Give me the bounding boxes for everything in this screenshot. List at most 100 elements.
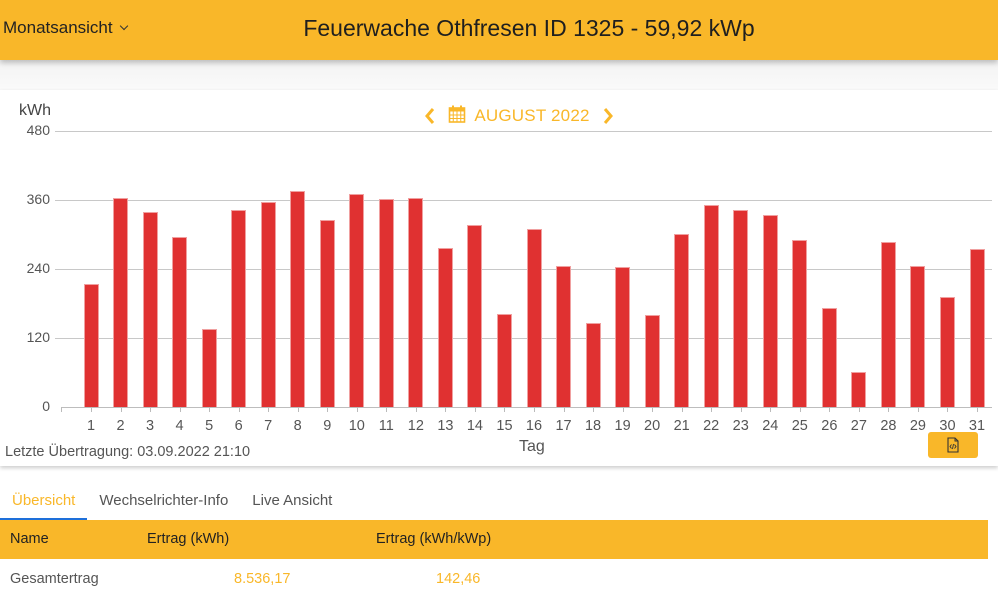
bar-day-9[interactable] [319,220,335,407]
x-tick-label: 28 [880,418,897,434]
x-tick-label: 1 [86,418,96,434]
bar-day-30[interactable] [939,296,955,407]
bar-day-17[interactable] [556,265,572,407]
bar-day-31[interactable] [969,248,985,407]
x-tick-mark [298,407,299,412]
top-bar: Monatsansicht Feuerwache Othfresen ID 13… [0,0,998,60]
bar-day-19[interactable] [615,267,631,407]
bar-day-3[interactable] [142,211,158,407]
x-tick-mark [947,407,948,412]
x-tick-mark [121,407,122,412]
x-tick-label: 8 [293,418,302,434]
x-tick-mark [504,407,505,412]
x-tick-mark [61,407,62,412]
bar-day-21[interactable] [674,233,690,407]
y-tick-label: 0 [42,398,50,414]
x-tick-label: 29 [909,418,926,434]
x-tick-mark [386,407,387,412]
x-tick-mark [682,407,683,412]
bar-day-23[interactable] [733,209,749,407]
x-tick-mark [416,407,417,412]
file-code-icon [947,437,959,453]
bar-day-16[interactable] [526,229,542,407]
bar-day-20[interactable] [644,315,660,407]
bar-day-22[interactable] [703,204,719,407]
bar-day-1[interactable] [83,283,99,407]
bar-day-24[interactable] [762,214,778,407]
gridline [55,200,992,201]
bar-day-26[interactable] [821,307,837,407]
bar-day-25[interactable] [792,240,808,407]
x-tick-mark [150,407,151,412]
x-axis [61,407,992,408]
bar-day-14[interactable] [467,224,483,407]
bar-day-4[interactable] [172,236,188,407]
x-tick-label: 24 [762,418,779,434]
bar-day-18[interactable] [585,323,601,407]
export-button[interactable] [928,432,978,458]
view-mode-label: Monatsansicht [3,18,113,37]
bar-day-27[interactable] [851,371,867,407]
bar-day-12[interactable] [408,198,424,407]
bar-day-28[interactable] [880,241,896,407]
bar-day-8[interactable] [290,191,306,407]
x-tick-mark [564,407,565,412]
tab-bar: Übersicht Wechselrichter-Info Live Ansic… [0,484,344,520]
x-tick-mark [239,407,240,412]
x-tick-mark [800,407,801,412]
x-tick-mark [475,407,476,412]
bar-day-5[interactable] [201,328,217,407]
tab-live-view[interactable]: Live Ansicht [252,492,333,509]
bar-day-6[interactable] [231,210,247,407]
x-tick-mark [918,407,919,412]
previous-month-button[interactable] [420,104,440,128]
x-tick-mark [445,407,446,412]
x-tick-label: 4 [175,418,184,434]
view-mode-dropdown[interactable]: Monatsansicht [3,18,128,38]
x-tick-mark [180,407,181,412]
tab-overview[interactable]: Übersicht [0,484,88,520]
bar-day-2[interactable] [113,198,129,407]
x-tick-label: 27 [850,418,867,434]
x-tick-label: 13 [437,418,454,434]
x-tick-mark [623,407,624,412]
bar-day-11[interactable] [378,198,394,407]
x-tick-label: 18 [584,418,602,434]
y-axis-label: kWh [19,102,51,119]
bar-day-29[interactable] [910,265,926,407]
x-tick-mark [534,407,535,412]
x-tick-label: 14 [466,418,483,434]
period-label: AUGUST 2022 [474,106,590,125]
x-tick-mark [859,407,860,412]
bar-day-7[interactable] [260,201,276,407]
x-tick-label: 9 [323,418,332,434]
y-tick-label: 120 [26,329,50,345]
x-tick-label: 19 [614,418,631,434]
x-tick-label: 23 [732,418,749,434]
x-tick-label: 2 [116,418,125,434]
bar-day-15[interactable] [496,314,512,407]
calendar-button[interactable] [448,105,466,128]
x-tick-label: 12 [407,418,424,434]
tab-inverter-info[interactable]: Wechselrichter-Info [99,492,229,509]
bar-day-10[interactable] [349,194,365,407]
table-row: Gesamtertrag 8.536,17 142,46 [0,560,988,598]
y-tick-label: 240 [26,260,50,276]
x-tick-mark [268,407,269,412]
bar-day-13[interactable] [437,247,453,407]
x-tick-mark [652,407,653,412]
x-tick-mark [593,407,594,412]
x-tick-mark [770,407,771,412]
gridline [55,131,992,132]
x-tick-label: 16 [525,418,543,434]
x-tick-label: 11 [378,418,394,434]
next-month-button[interactable] [598,104,618,128]
column-header-name: Name [10,531,49,547]
chevron-right-icon [603,108,613,124]
x-tick-label: 7 [264,418,273,434]
x-tick-mark [327,407,328,412]
x-tick-label: 17 [555,418,572,434]
x-tick-mark [829,407,830,412]
gridline [55,269,992,270]
last-transmission-text: Letzte Übertragung: 03.09.2022 21:10 [5,444,251,460]
